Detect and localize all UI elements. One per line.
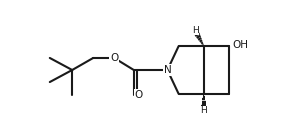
Text: O: O — [135, 90, 143, 100]
Text: O: O — [110, 53, 118, 63]
Text: OH: OH — [232, 40, 248, 50]
Text: N: N — [164, 65, 171, 75]
Text: H: H — [192, 26, 199, 35]
Text: H: H — [200, 106, 207, 115]
